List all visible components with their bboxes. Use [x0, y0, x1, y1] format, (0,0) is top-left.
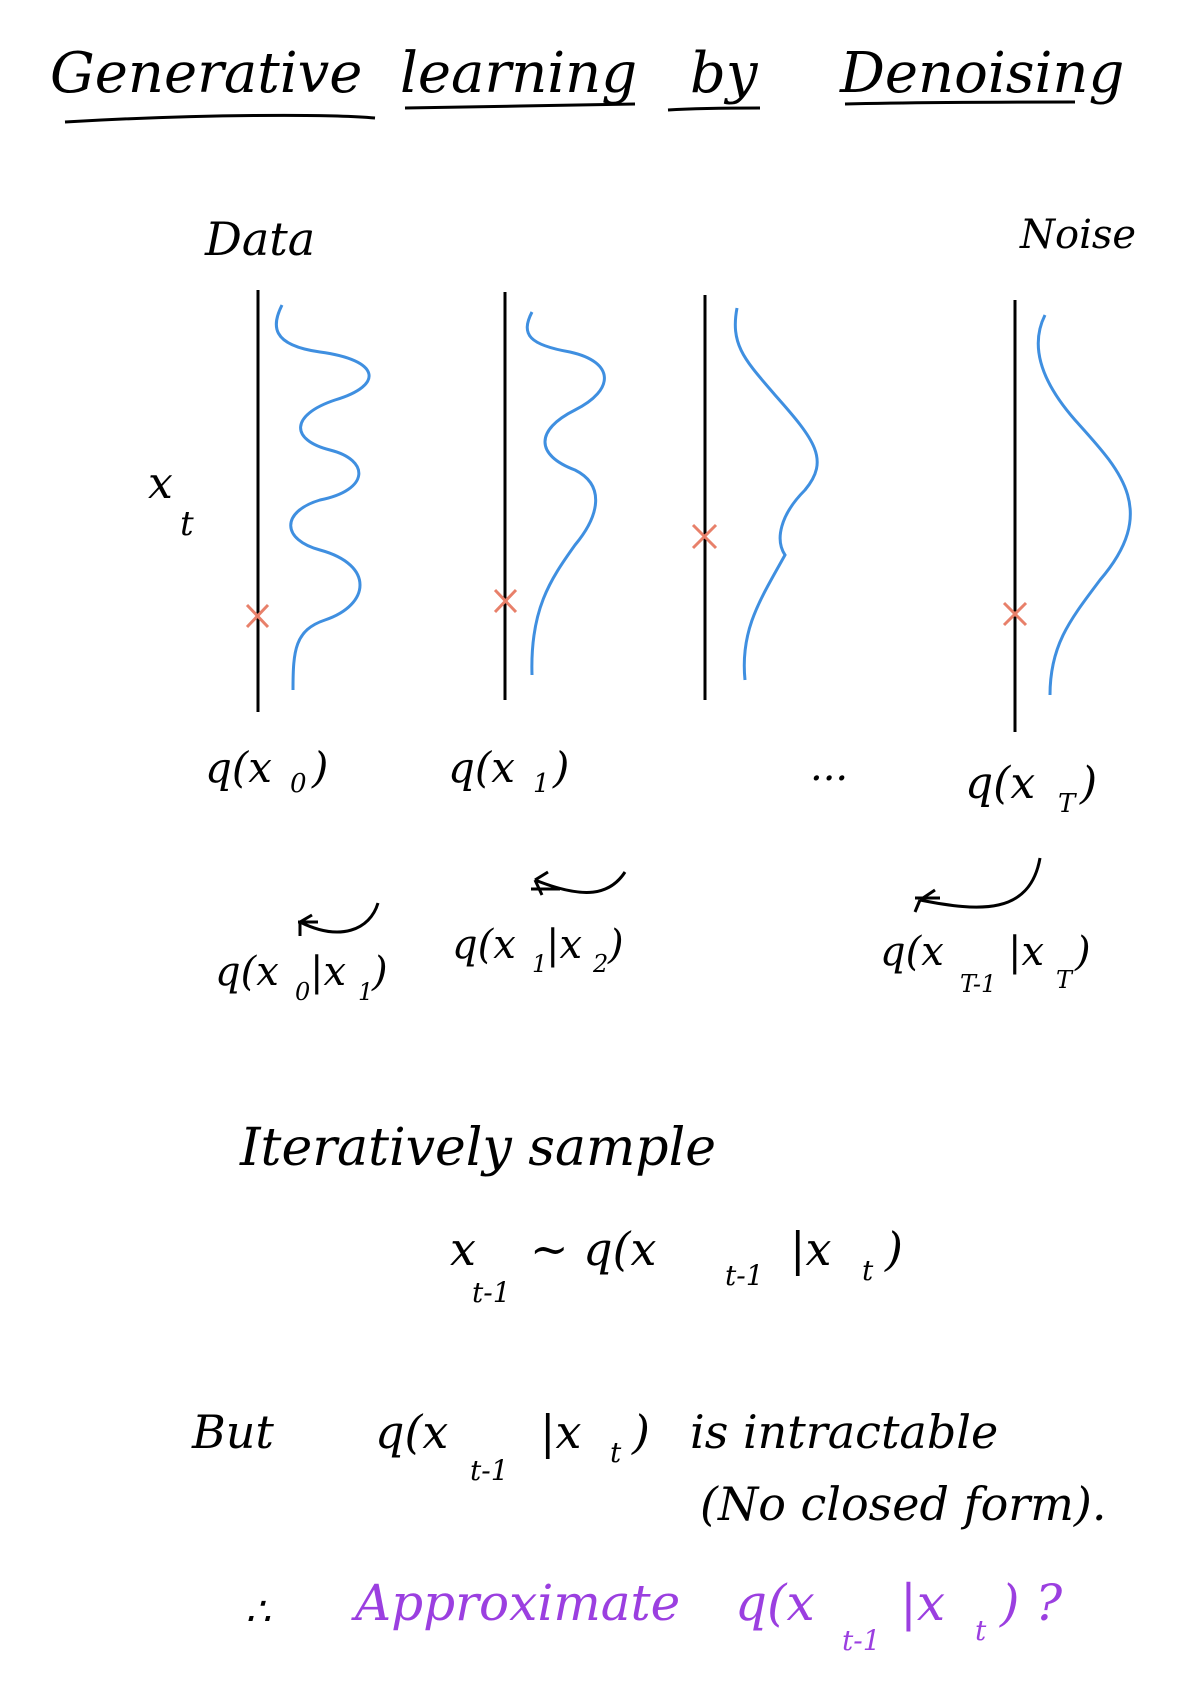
- distribution-label-2: q(x 1 ): [448, 743, 569, 799]
- density-curve-step-2: [735, 308, 817, 680]
- axis-label: x t: [148, 458, 194, 544]
- axis-label-sub: t: [180, 504, 194, 544]
- iterative-formula-mid2: |x: [790, 1222, 831, 1276]
- but-formula-sub2: t: [610, 1436, 622, 1469]
- conditional-label-2-sub2: 2: [592, 950, 608, 978]
- title-word-2: learning: [400, 41, 637, 106]
- density-curve-data: [276, 305, 369, 690]
- distribution-label-3-sub: T: [1058, 789, 1077, 819]
- conclusion-formula-pre: q(x: [735, 1574, 815, 1632]
- conditional-label-1-pre: q(x: [215, 949, 279, 995]
- conclusion-formula-post: ) ?: [999, 1574, 1063, 1632]
- title-underline-1: [65, 115, 375, 122]
- header-data: Data: [204, 212, 315, 266]
- reverse-arrow-1: [298, 903, 378, 936]
- conditional-label-1-post: ): [371, 949, 388, 995]
- conditional-label-2-pre: q(x: [452, 922, 516, 968]
- iterative-formula-sub1: t-1: [472, 1276, 511, 1309]
- conditional-label-3-sub1: T-1: [960, 970, 996, 998]
- intractable-statement: But q(x t-1 |x t ) is intractable (No cl…: [191, 1405, 1106, 1531]
- distribution-label-1: q(x 0 ): [205, 743, 328, 799]
- conditional-label-3: q(x T-1 |x T ): [880, 929, 1091, 998]
- ellipsis: ...: [810, 744, 848, 790]
- iterative-formula-post: ): [884, 1222, 903, 1276]
- no-closed-form-note: (No closed form).: [700, 1477, 1106, 1531]
- iterative-heading: Iteratively sample: [239, 1118, 716, 1178]
- iterative-formula-sub2: t-1: [725, 1259, 764, 1292]
- density-curve-noise: [1038, 315, 1130, 695]
- but-word: But: [191, 1405, 274, 1459]
- but-formula-post: ): [631, 1405, 650, 1459]
- title-underline-3: [668, 108, 760, 110]
- iterative-formula: x t-1 ~ q(x t-1 |x t ): [450, 1222, 903, 1309]
- header-noise: Noise: [1019, 212, 1136, 258]
- reverse-arrow-3: [915, 858, 1040, 912]
- title-word-1: Generative: [50, 41, 362, 106]
- conclusion-text: Approximate: [351, 1574, 680, 1632]
- conditional-label-2-mid: |x: [546, 922, 582, 968]
- title-word-4: Denoising: [839, 41, 1124, 106]
- conditional-label-1-sub2: 1: [358, 978, 373, 1006]
- density-curve-step-1: [527, 312, 604, 675]
- but-formula-sub1: t-1: [470, 1454, 509, 1487]
- but-formula-pre: q(x: [375, 1405, 448, 1459]
- distribution-label-3-close: ): [1079, 758, 1097, 809]
- conditional-label-3-sub2: T: [1056, 966, 1074, 994]
- but-formula-mid: |x: [540, 1405, 581, 1459]
- distribution-label-2-text: q(x: [448, 743, 515, 792]
- distribution-label-1-text: q(x: [205, 743, 272, 792]
- iterative-formula-pre: x: [450, 1222, 476, 1276]
- title: Generative learning by Denoising: [50, 41, 1124, 122]
- title-word-3: by: [690, 41, 759, 106]
- reverse-arrow-2: [531, 872, 625, 895]
- conditional-label-1-sub1: 0: [295, 978, 310, 1006]
- conditional-label-1-mid: |x: [310, 949, 346, 995]
- conditional-label-2-post: ): [607, 922, 624, 968]
- but-tail: is intractable: [690, 1405, 998, 1459]
- conditional-label-1: q(x 0 |x 1 ): [215, 949, 388, 1006]
- conditional-label-3-pre: q(x: [880, 929, 944, 975]
- distribution-label-1-sub: 0: [290, 769, 307, 799]
- conclusion-formula-mid: |x: [900, 1574, 945, 1632]
- conditional-label-2-sub1: 1: [532, 950, 547, 978]
- distribution-label-2-sub: 1: [533, 769, 550, 799]
- therefore-symbol: ∴: [245, 1589, 271, 1635]
- distribution-label-1-close: ): [311, 743, 328, 792]
- conditional-label-3-post: ): [1074, 929, 1091, 975]
- distribution-label-2-close: ): [552, 743, 569, 792]
- axis-label-main: x: [148, 458, 173, 509]
- conclusion-formula-sub2: t: [975, 1614, 987, 1647]
- distribution-label-3: q(x T ): [965, 758, 1097, 819]
- conclusion-formula-sub1: t-1: [842, 1624, 881, 1657]
- conclusion: ∴ Approximate q(x t-1 |x t ) ?: [245, 1574, 1063, 1657]
- distribution-label-3-text: q(x: [965, 758, 1035, 809]
- conditional-label-3-mid: |x: [1008, 929, 1044, 975]
- iterative-formula-sub3: t: [862, 1254, 874, 1287]
- iterative-formula-mid: ~ q(x: [530, 1222, 657, 1276]
- conditional-label-2: q(x 1 |x 2 ): [452, 922, 624, 978]
